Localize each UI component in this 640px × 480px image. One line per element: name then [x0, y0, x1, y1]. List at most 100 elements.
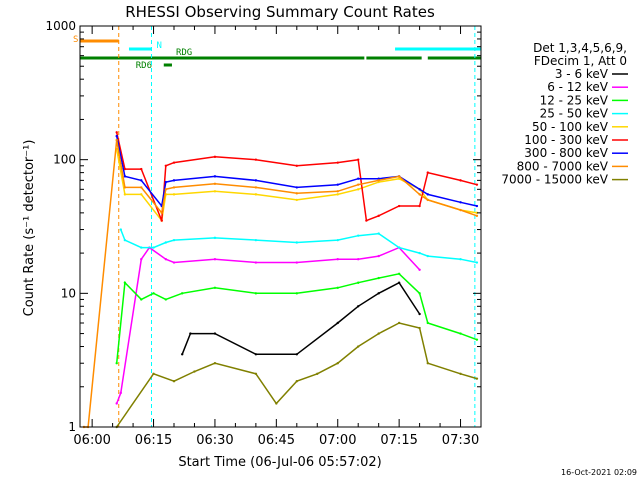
data-point-12-25-kev — [426, 321, 429, 325]
data-point-25-50-kev — [213, 236, 217, 240]
data-point-6-12-kev — [418, 268, 421, 271]
data-point-800-7000-kev — [164, 188, 168, 191]
data-point-100-300-kev — [336, 161, 339, 164]
data-point-300-800-kev — [213, 175, 217, 178]
data-point-7000-15000-kev — [357, 345, 360, 348]
data-point-100-300-kev — [459, 179, 462, 182]
data-point-25-50-kev — [475, 261, 479, 264]
data-point-800-7000-kev — [213, 182, 217, 185]
legend-label-300-800-kev: 300 - 800 keV — [524, 146, 608, 160]
x-tick-label: 06:45 — [258, 433, 295, 448]
x-tick-label: 07:15 — [380, 433, 417, 448]
y-tick-label: 1 — [68, 420, 76, 434]
data-point-300-800-kev — [475, 204, 479, 208]
legend-label-3-6-kev: 3 - 6 keV — [555, 67, 609, 81]
data-point-25-50-kev — [152, 246, 155, 249]
data-point-25-50-kev — [418, 251, 421, 255]
data-point-7000-15000-kev — [418, 326, 421, 330]
y-tick-label: 10 — [61, 286, 76, 300]
data-point-12-25-kev — [475, 338, 479, 341]
series-line-3-6-kev — [181, 281, 421, 356]
data-point-6-12-kev — [213, 258, 217, 261]
legend-label-100-300-kev: 100 - 300 keV — [524, 133, 608, 147]
data-point-25-50-kev — [397, 246, 401, 249]
data-point-7000-15000-kev — [475, 377, 479, 380]
flag-label-s: S — [73, 35, 78, 45]
series-line-100-300-kev — [115, 132, 478, 222]
data-point-300-800-kev — [459, 201, 462, 204]
data-point-100-300-kev — [213, 155, 217, 159]
flag-label-rd6: RD6 — [136, 61, 152, 71]
data-point-300-800-kev — [172, 179, 176, 182]
data-point-800-7000-kev — [475, 214, 479, 218]
data-point-300-800-kev — [115, 134, 118, 138]
data-point-800-7000-kev — [426, 198, 429, 202]
data-point-800-7000-kev — [115, 138, 118, 142]
data-point-12-25-kev — [295, 292, 299, 295]
flag-label-rdg: RDG — [176, 48, 192, 58]
data-point-7000-15000-kev — [336, 362, 339, 365]
data-point-800-7000-kev — [397, 175, 401, 178]
legend: Det 1,3,4,5,6,9,FDecim 1, Att 03 - 6 keV… — [501, 41, 628, 187]
chart-title: RHESSI Observing Summary Count Rates — [125, 3, 435, 21]
data-point-6-12-kev — [172, 261, 176, 264]
data-point-7000-15000-kev — [193, 370, 196, 373]
data-point-50-100-kev — [397, 177, 401, 180]
data-point-6-12-kev — [295, 261, 299, 264]
data-point-100-300-kev — [172, 161, 176, 164]
legend-header: Det 1,3,4,5,6,9, — [533, 41, 627, 55]
data-point-800-7000-kev — [160, 211, 163, 215]
data-point-50-100-kev — [213, 190, 217, 193]
data-point-6-12-kev — [119, 391, 122, 395]
data-point-12-25-kev — [397, 272, 401, 276]
data-point-7000-15000-kev — [426, 362, 429, 365]
data-point-7000-15000-kev — [459, 372, 462, 376]
legend-label-25-50-kev: 25 - 50 keV — [540, 107, 609, 121]
data-point-3-6-kev — [397, 281, 401, 284]
data-point-12-25-kev — [180, 292, 184, 295]
data-point-6-12-kev — [140, 258, 143, 261]
data-point-800-7000-kev — [172, 186, 176, 189]
data-point-25-50-kev — [336, 238, 339, 242]
flag-label-n: N — [156, 41, 161, 51]
data-point-25-50-kev — [357, 234, 360, 237]
data-point-800-7000-kev — [377, 179, 380, 182]
data-point-7000-15000-kev — [397, 321, 401, 325]
data-point-25-50-kev — [119, 228, 122, 231]
x-tick-label: 06:00 — [73, 433, 110, 448]
data-point-3-6-kev — [418, 312, 421, 316]
data-point-12-25-kev — [164, 298, 168, 301]
x-tick-label: 07:30 — [442, 433, 479, 448]
data-point-12-25-kev — [115, 362, 118, 365]
series-line-50-100-kev — [115, 148, 478, 223]
data-point-6-12-kev — [164, 258, 168, 261]
legend-label-800-7000-kev: 800 - 7000 keV — [517, 159, 609, 173]
data-point-6-12-kev — [357, 258, 360, 261]
data-point-300-800-kev — [357, 177, 360, 180]
data-point-25-50-kev — [123, 238, 127, 242]
data-point-50-100-kev — [377, 180, 380, 184]
data-point-12-25-kev — [418, 292, 421, 295]
x-tick-label: 06:30 — [196, 433, 233, 448]
data-point-7000-15000-kev — [275, 402, 278, 405]
data-point-300-800-kev — [254, 179, 258, 182]
data-point-7000-15000-kev — [377, 332, 380, 335]
data-point-25-50-kev — [459, 258, 462, 261]
series-line-7000-15000-kev — [116, 322, 478, 428]
legend-label-50-100-kev: 50 - 100 keV — [532, 120, 609, 134]
x-tick-label: 07:00 — [319, 433, 356, 448]
data-point-7000-15000-kev — [316, 372, 319, 376]
data-point-12-25-kev — [213, 286, 217, 290]
data-point-300-800-kev — [164, 180, 168, 184]
data-point-12-25-kev — [377, 276, 380, 280]
data-point-100-300-kev — [377, 214, 380, 218]
data-point-3-6-kev — [189, 332, 192, 335]
y-tick-label: 100 — [53, 153, 76, 167]
data-point-12-25-kev — [152, 292, 155, 295]
data-point-50-100-kev — [140, 193, 143, 196]
data-point-3-6-kev — [377, 292, 380, 295]
data-point-100-300-kev — [140, 167, 143, 171]
data-point-50-100-kev — [336, 193, 339, 196]
data-point-100-300-kev — [426, 171, 429, 174]
data-point-7000-15000-kev — [254, 372, 258, 376]
